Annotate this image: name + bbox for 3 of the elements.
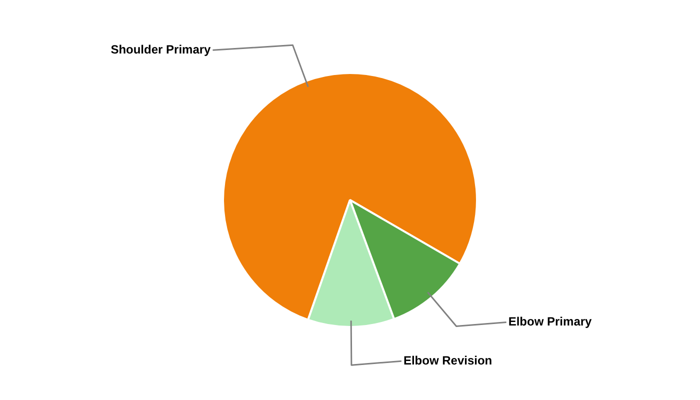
slice-label: Elbow Revision — [403, 353, 492, 368]
slice-label: Elbow Primary — [508, 314, 592, 329]
slice-label: Shoulder Primary — [110, 42, 212, 56]
